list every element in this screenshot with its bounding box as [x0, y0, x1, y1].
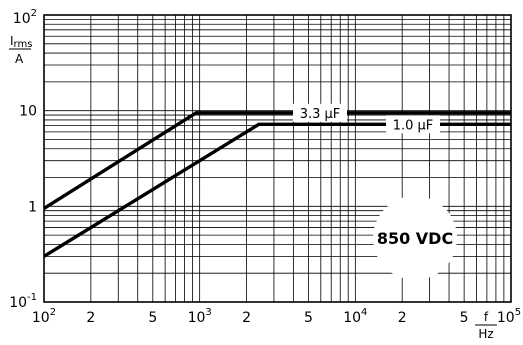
series-label-2: 1.0 μF	[386, 115, 440, 134]
plot-frame	[43, 14, 512, 303]
x-tick-label: 2	[242, 310, 251, 326]
x-tick-label: 5	[148, 310, 157, 326]
y-axis-label-denominator: A	[15, 52, 24, 66]
x-axis-label-denominator: Hz	[478, 327, 493, 341]
y-axis-label: Irms A	[9, 34, 32, 66]
annotation-badge-circle	[373, 196, 457, 280]
x-tick-label: 102	[32, 307, 56, 326]
y-tick-label: 102	[13, 8, 37, 27]
x-axis-label: f Hz	[475, 310, 497, 341]
y-axis-label-numerator: Irms	[10, 34, 32, 50]
series-label-1: 3.3 μF	[293, 103, 347, 122]
x-tick-label: 105	[497, 307, 521, 326]
annotation-text: 850 VDC	[377, 229, 453, 248]
x-tick-label: 5	[460, 310, 469, 326]
x-axis-label-numerator: f	[484, 310, 489, 324]
x-tick-labels: 102 2 5 103 2 5 104 2 5 105	[32, 307, 521, 326]
x-tick-label: 5	[304, 310, 313, 326]
x-tick-label: 2	[398, 310, 407, 326]
series-label-text: 3.3 μF	[300, 107, 341, 122]
x-tick-label: 2	[86, 310, 95, 326]
x-tick-label: 103	[188, 307, 212, 326]
annotation-badge: 850 VDC	[373, 196, 457, 280]
x-tick-label: 104	[343, 307, 367, 326]
series-label-bg	[293, 103, 347, 122]
series-line-1	[43, 111, 511, 210]
y-tick-label: 10-1	[9, 292, 37, 311]
series-label-text: 1.0 μF	[393, 118, 434, 133]
series-labels: 3.3 μF 1.0 μF	[293, 103, 440, 134]
y-tick-label: 1	[28, 199, 37, 215]
grid	[44, 15, 511, 302]
y-tick-labels: 10-1 1 10 102	[9, 8, 37, 311]
y-tick-label: 10	[19, 104, 37, 120]
series-label-bg	[386, 115, 440, 134]
